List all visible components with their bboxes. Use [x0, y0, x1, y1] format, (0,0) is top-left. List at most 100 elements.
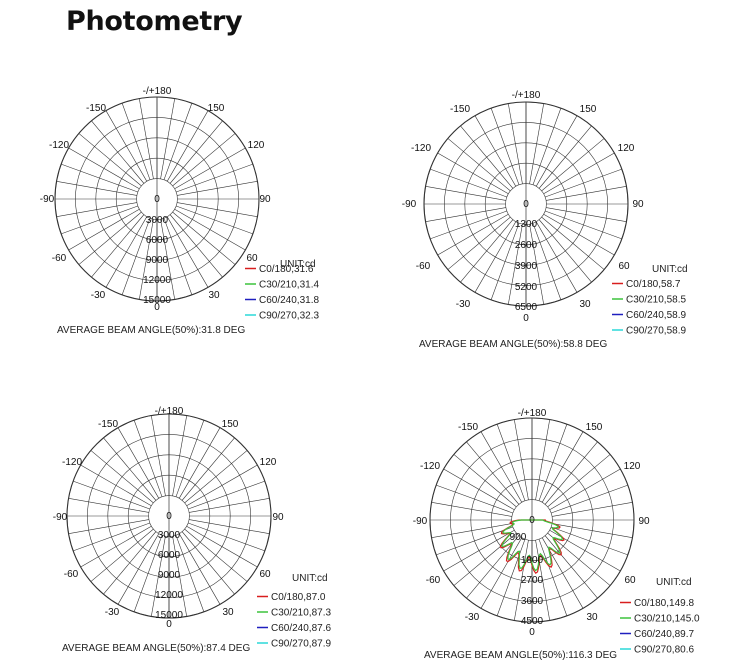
spoke — [78, 211, 142, 265]
ring-label-2: 1800 — [521, 555, 544, 566]
spoke — [169, 120, 223, 184]
spoke — [61, 163, 138, 193]
average-beam-angle: AVERAGE BEAM ANGLE(50%):87.4 DEG — [62, 643, 250, 654]
spoke — [538, 424, 568, 501]
light-distribution-curves — [500, 520, 565, 575]
angle-label-150: 150 — [208, 103, 225, 114]
spoke — [551, 484, 628, 514]
spoke — [91, 214, 145, 278]
angle-label-m150: -150 — [458, 422, 478, 433]
polar-grid — [66, 413, 272, 619]
spoke — [73, 522, 150, 552]
spoke — [430, 210, 507, 240]
spoke — [172, 211, 236, 265]
legend-entry: C30/210,87.3 — [271, 608, 331, 619]
ring-label-2: 2600 — [515, 240, 538, 251]
spoke — [549, 468, 621, 511]
spoke — [103, 531, 157, 595]
unit-label: UNIT:cd — [656, 577, 692, 588]
spoke — [90, 450, 154, 504]
spoke — [160, 219, 176, 300]
angle-label-120: 120 — [260, 457, 277, 468]
spoke — [496, 424, 526, 501]
ring-label-5: 15000 — [143, 295, 171, 306]
spoke — [172, 133, 236, 187]
spoke — [166, 216, 209, 288]
angle-label-120: 120 — [618, 143, 635, 154]
spoke — [507, 224, 523, 305]
angle-label-m30: -30 — [465, 612, 480, 623]
legend: C0/180,87.0 C30/210,87.3 C60/240,87.6 C90/2… — [257, 592, 331, 650]
center-label: 0 — [154, 194, 160, 205]
angle-label-90: 90 — [638, 516, 650, 527]
legend-entry: C90/270,32.3 — [259, 311, 319, 322]
angle-label-m150: -150 — [98, 419, 118, 430]
angle-label-90: 90 — [259, 194, 271, 205]
spoke — [56, 202, 137, 218]
spoke — [532, 223, 562, 300]
angle-label-m120: -120 — [62, 457, 82, 468]
angle-label-m30: -30 — [456, 299, 471, 310]
spoke — [177, 202, 258, 218]
angle-label-150: 150 — [586, 422, 603, 433]
ring-label-3: 9000 — [146, 255, 169, 266]
legend-entry: C0/180,149.8 — [634, 598, 694, 609]
average-beam-angle: AVERAGE BEAM ANGLE(50%):58.8 DEG — [419, 339, 607, 350]
polar-diagram-1: -/+180 -150 150 -120 120 -90 90 -60 60 -… — [40, 80, 319, 336]
unit-label: UNIT:cd — [652, 264, 688, 275]
spoke — [538, 125, 592, 189]
spoke — [541, 431, 584, 503]
spoke — [436, 526, 513, 556]
spoke — [163, 103, 193, 180]
spoke — [150, 536, 166, 617]
spoke — [117, 533, 160, 605]
spoke — [547, 532, 611, 586]
spoke — [535, 540, 551, 621]
spoke — [552, 523, 633, 539]
spoke — [117, 427, 160, 499]
spoke — [181, 437, 235, 501]
spoke — [90, 528, 154, 582]
spoke — [68, 208, 140, 251]
angle-label-top: -/+180 — [512, 90, 541, 101]
polar-grid — [54, 96, 260, 302]
spoke — [543, 152, 615, 195]
average-beam-angle: AVERAGE BEAM ANGLE(50%):31.8 DEG — [57, 325, 245, 336]
spoke — [103, 437, 157, 501]
spoke — [529, 103, 545, 184]
angle-label-60: 60 — [259, 569, 271, 580]
spoke — [160, 98, 176, 179]
spoke — [80, 464, 152, 507]
angle-label-30: 30 — [222, 607, 234, 618]
spoke — [460, 219, 514, 283]
spoke — [546, 185, 627, 201]
spoke — [175, 420, 205, 497]
legend-entry: C60/240,31.8 — [259, 295, 319, 306]
ring-label-4: 5200 — [515, 282, 538, 293]
spoke — [68, 519, 149, 535]
spoke — [544, 441, 598, 505]
ring-label-2: 6000 — [146, 235, 169, 246]
center-label: 0 — [523, 199, 529, 210]
ring-label-3: 3900 — [515, 261, 538, 272]
spoke — [538, 219, 592, 283]
spoke — [541, 216, 605, 270]
spoke — [546, 207, 627, 223]
spoke — [174, 208, 246, 251]
spoke — [547, 454, 611, 508]
ring-label-5: 4500 — [521, 616, 544, 627]
spoke — [121, 103, 151, 180]
angle-label-60: 60 — [246, 253, 258, 264]
center-label: 0 — [529, 515, 535, 526]
unit-label: UNIT:cd — [292, 573, 328, 584]
spoke — [166, 110, 209, 182]
spoke — [105, 110, 148, 182]
legend-entry: C30/210,145.0 — [634, 614, 700, 625]
angle-label-m150: -150 — [450, 104, 470, 115]
spoke — [176, 205, 253, 235]
spoke — [535, 221, 578, 293]
ring-label-4: 12000 — [155, 590, 183, 601]
angle-label-30: 30 — [586, 612, 598, 623]
spoke — [513, 419, 529, 500]
spoke — [437, 152, 509, 195]
